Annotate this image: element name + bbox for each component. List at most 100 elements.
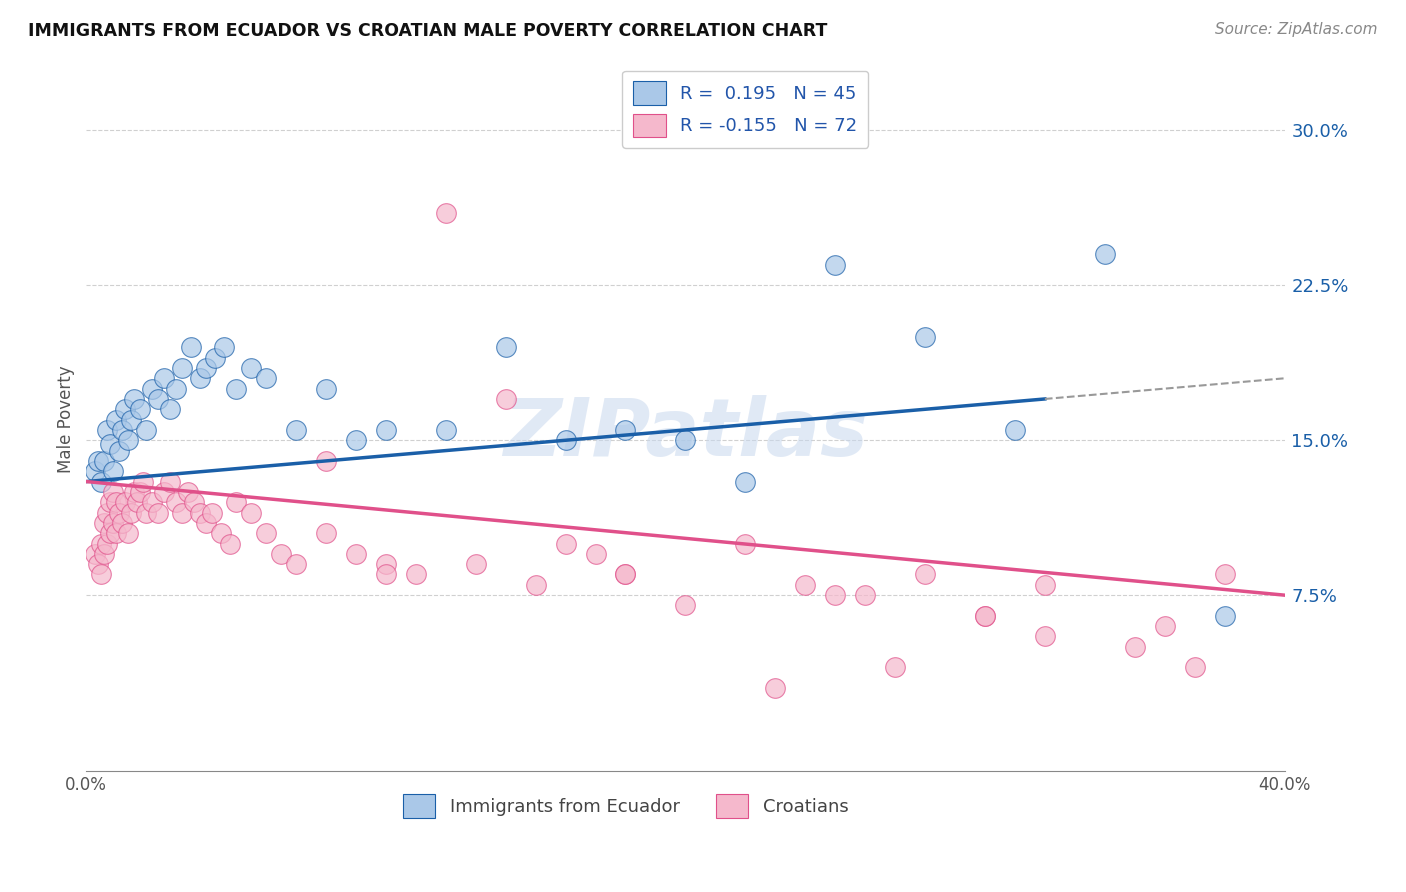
Point xyxy=(90,567,112,582)
Point xyxy=(135,423,157,437)
Point xyxy=(108,443,131,458)
Point xyxy=(464,557,486,571)
Point xyxy=(434,423,457,437)
Point xyxy=(405,567,427,582)
Point xyxy=(673,599,696,613)
Point xyxy=(201,506,224,520)
Point xyxy=(111,516,134,530)
Point xyxy=(315,382,337,396)
Point xyxy=(974,608,997,623)
Point xyxy=(853,588,876,602)
Point xyxy=(122,392,145,406)
Point xyxy=(165,495,187,509)
Point xyxy=(914,330,936,344)
Point xyxy=(120,506,142,520)
Point xyxy=(103,516,125,530)
Point xyxy=(240,506,263,520)
Point xyxy=(165,382,187,396)
Point xyxy=(153,371,176,385)
Point xyxy=(114,495,136,509)
Point xyxy=(159,402,181,417)
Point xyxy=(225,382,247,396)
Point xyxy=(98,526,121,541)
Point xyxy=(614,567,637,582)
Point xyxy=(172,361,194,376)
Point xyxy=(183,495,205,509)
Point xyxy=(105,526,128,541)
Point xyxy=(96,536,118,550)
Point xyxy=(1033,630,1056,644)
Point xyxy=(914,567,936,582)
Point xyxy=(344,434,367,448)
Text: ZIPatlas: ZIPatlas xyxy=(503,394,868,473)
Point xyxy=(159,475,181,489)
Point xyxy=(103,484,125,499)
Point xyxy=(90,475,112,489)
Point xyxy=(824,588,846,602)
Point xyxy=(117,434,139,448)
Point xyxy=(1033,578,1056,592)
Point xyxy=(114,402,136,417)
Point xyxy=(1153,619,1175,633)
Point xyxy=(374,423,396,437)
Point xyxy=(195,361,218,376)
Point xyxy=(148,506,170,520)
Point xyxy=(315,454,337,468)
Point xyxy=(84,464,107,478)
Point xyxy=(117,526,139,541)
Point xyxy=(105,412,128,426)
Text: Source: ZipAtlas.com: Source: ZipAtlas.com xyxy=(1215,22,1378,37)
Point xyxy=(209,526,232,541)
Point xyxy=(794,578,817,592)
Point xyxy=(87,454,110,468)
Point xyxy=(141,382,163,396)
Point xyxy=(96,506,118,520)
Point xyxy=(87,557,110,571)
Point xyxy=(285,423,308,437)
Point xyxy=(105,495,128,509)
Point xyxy=(195,516,218,530)
Point xyxy=(614,567,637,582)
Point xyxy=(434,206,457,220)
Point xyxy=(585,547,607,561)
Point xyxy=(344,547,367,561)
Point xyxy=(103,464,125,478)
Point xyxy=(135,506,157,520)
Point xyxy=(285,557,308,571)
Point xyxy=(177,484,200,499)
Point xyxy=(172,506,194,520)
Point xyxy=(90,536,112,550)
Point xyxy=(225,495,247,509)
Point xyxy=(1213,567,1236,582)
Point xyxy=(734,536,756,550)
Point xyxy=(111,423,134,437)
Point xyxy=(120,412,142,426)
Point xyxy=(219,536,242,550)
Point xyxy=(127,495,149,509)
Point xyxy=(1123,640,1146,654)
Y-axis label: Male Poverty: Male Poverty xyxy=(58,366,75,474)
Point xyxy=(93,454,115,468)
Point xyxy=(270,547,292,561)
Legend: Immigrants from Ecuador, Croatians: Immigrants from Ecuador, Croatians xyxy=(395,788,856,825)
Point xyxy=(374,557,396,571)
Point xyxy=(554,536,576,550)
Point xyxy=(673,434,696,448)
Point xyxy=(96,423,118,437)
Point xyxy=(153,484,176,499)
Point xyxy=(374,567,396,582)
Point xyxy=(132,475,155,489)
Point xyxy=(614,423,637,437)
Point xyxy=(763,681,786,695)
Point xyxy=(98,437,121,451)
Point xyxy=(824,258,846,272)
Point xyxy=(254,371,277,385)
Point xyxy=(108,506,131,520)
Point xyxy=(315,526,337,541)
Point xyxy=(180,340,202,354)
Point xyxy=(1094,247,1116,261)
Point xyxy=(129,484,152,499)
Point xyxy=(1004,423,1026,437)
Point xyxy=(204,351,226,365)
Text: IMMIGRANTS FROM ECUADOR VS CROATIAN MALE POVERTY CORRELATION CHART: IMMIGRANTS FROM ECUADOR VS CROATIAN MALE… xyxy=(28,22,828,40)
